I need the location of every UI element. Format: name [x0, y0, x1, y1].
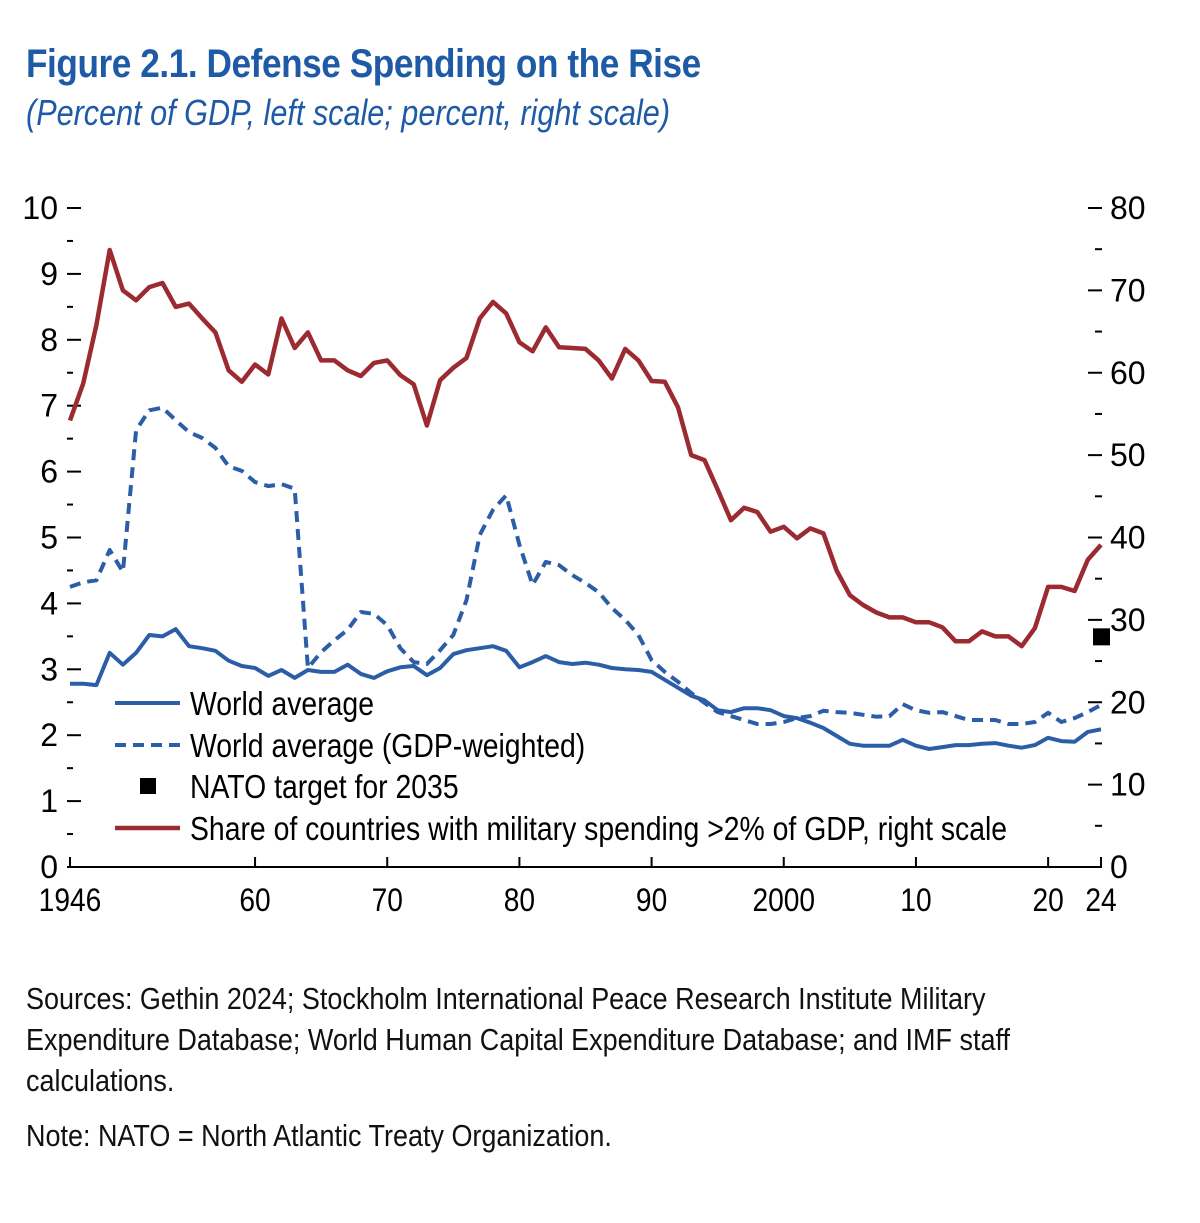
right-y-tick-label: 10 — [1110, 767, 1146, 803]
sources-text: Sources: Gethin 2024; Stockholm Internat… — [26, 981, 1010, 1098]
x-tick-label: 70 — [372, 883, 403, 918]
left-y-tick-label: 2 — [40, 717, 58, 753]
nato-target-marker — [1093, 628, 1110, 646]
right-y-tick-label: 80 — [1110, 190, 1146, 226]
x-tick-label: 60 — [239, 883, 270, 918]
legend-world-average-label: World average — [190, 685, 374, 723]
left-y-tick-label: 10 — [22, 190, 58, 226]
right-y-tick-label: 20 — [1110, 684, 1146, 720]
left-y-tick-label: 3 — [40, 651, 58, 687]
gdp-weighted-line — [69, 405, 1102, 726]
x-tick-label: 2000 — [752, 883, 815, 918]
left-y-tick-label: 9 — [40, 256, 58, 292]
x-tick-label: 10 — [900, 883, 931, 918]
right-y-tick-label: 50 — [1110, 437, 1146, 473]
x-tick-label: 80 — [504, 883, 535, 918]
x-tick-label: 90 — [636, 883, 667, 918]
right-y-tick-label: 70 — [1110, 272, 1146, 308]
right-y-tick-label: 60 — [1110, 355, 1146, 391]
x-tick-label: 24 — [1085, 883, 1116, 918]
left-y-tick-label: 1 — [40, 783, 58, 819]
chart-notes: Sources: Gethin 2024; Stockholm Internat… — [26, 978, 1157, 1170]
note-text: Note: NATO = North Atlantic Treaty Organ… — [26, 1118, 612, 1153]
share-countries-line — [67, 247, 1103, 649]
x-tick-label: 1946 — [39, 883, 102, 918]
legend-share-label: Share of countries with military spendin… — [190, 810, 1007, 848]
right-y-tick-label: 30 — [1110, 602, 1146, 638]
line-chart: 1946 60 70 80 90 2000 10 20 24012345678910010203… — [22, 190, 1146, 918]
left-y-tick-label: 5 — [40, 520, 58, 556]
right-y-tick-label: 40 — [1110, 520, 1146, 556]
x-tick-label: 20 — [1032, 883, 1063, 918]
left-y-tick-label: 4 — [40, 585, 58, 621]
legend-nato-label: NATO target for 2035 — [190, 768, 459, 806]
left-y-tick-label: 8 — [40, 322, 58, 358]
chart-title: Figure 2.1. Defense Spending on the Rise — [26, 42, 701, 86]
chart-subtitle: (Percent of GDP, left scale; percent, ri… — [26, 92, 671, 133]
world-average-line — [70, 627, 1102, 751]
legend-gdp-weighted-label: World average (GDP-weighted) — [190, 727, 585, 765]
legend-nato-swatch — [140, 778, 156, 794]
left-y-tick-label: 6 — [40, 454, 58, 490]
left-y-tick-label: 7 — [40, 388, 58, 424]
left-y-tick-label: 0 — [40, 849, 58, 885]
right-y-tick-label: 0 — [1110, 849, 1128, 885]
